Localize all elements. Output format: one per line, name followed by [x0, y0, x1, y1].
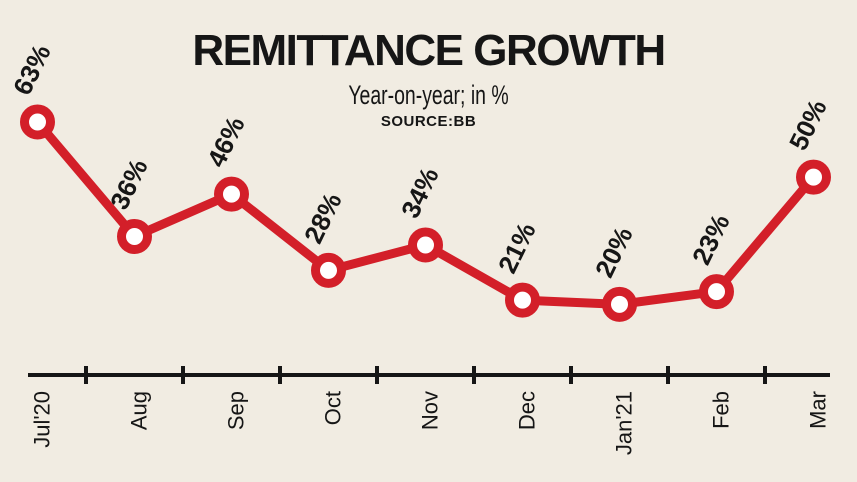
value-label: 46%	[201, 112, 251, 172]
x-tick-label: Jan'21	[612, 391, 637, 455]
data-point-marker	[117, 218, 152, 254]
data-point-marker	[311, 252, 346, 288]
x-tick-label: Aug	[127, 391, 152, 430]
data-point-marker	[699, 274, 734, 310]
data-point-marker	[214, 176, 249, 212]
data-point-marker	[796, 159, 831, 195]
x-tick-label: Oct	[321, 391, 346, 425]
value-label: 20%	[589, 222, 639, 282]
x-tick-label: Nov	[418, 391, 443, 430]
data-point-marker	[408, 227, 443, 263]
value-label: 28%	[298, 188, 348, 248]
x-tick-label: Mar	[806, 391, 831, 429]
data-point-marker	[20, 104, 55, 140]
value-label: 21%	[492, 218, 542, 278]
x-tick-label: Dec	[515, 391, 540, 430]
data-point-marker	[602, 286, 637, 322]
value-label: 34%	[395, 163, 445, 223]
value-label: 50%	[783, 95, 833, 155]
x-tick-label: Jul'20	[30, 391, 55, 448]
value-label: 36%	[104, 154, 154, 214]
x-tick-label: Feb	[709, 391, 734, 429]
data-point-marker	[505, 282, 540, 318]
value-label: 23%	[686, 209, 736, 269]
value-label: 63%	[7, 40, 57, 100]
x-tick-label: Sep	[224, 391, 249, 430]
